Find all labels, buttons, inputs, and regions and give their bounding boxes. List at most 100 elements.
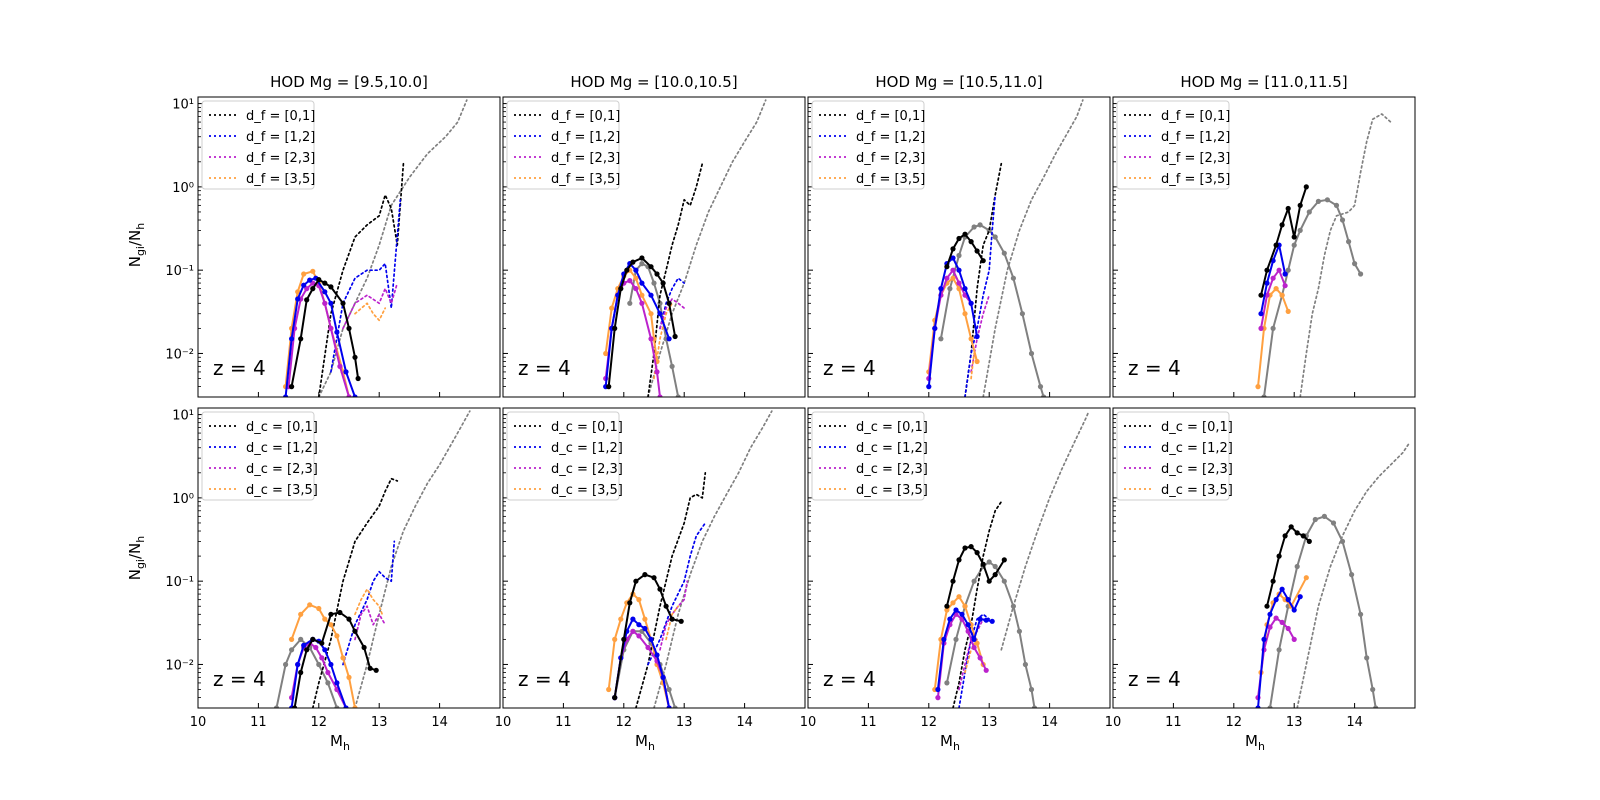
solid-series-3-point-0 [603,350,609,357]
ref-solid-point-13 [1358,271,1364,277]
solid-series-1-point-4 [950,255,956,261]
solid-series-0-point-0 [606,384,612,390]
solid-series-0-point-8 [352,628,358,634]
solid-series-3-point-3 [950,600,956,606]
solid-series-3-point-5 [633,275,639,281]
solid-series-0-point-4 [630,259,636,265]
dotted-series-3 [354,302,387,322]
solid-series-1-point-2 [938,286,944,292]
ref-solid-point-11 [1028,686,1035,693]
solid-series-1-point-2 [295,296,301,302]
solid-series-0 [1266,525,1311,608]
legend-label: d_f = [1,2] [246,130,315,145]
solid-series-3-point-4 [322,616,328,622]
solid-series-2-point-3 [1276,267,1282,273]
legend-label: d_f = [3,5] [856,172,925,187]
x-tick-label: 10 [1105,715,1122,730]
ref-solid-point-8 [675,394,681,397]
x-tick-label: 12 [616,715,633,730]
solid-series-2-point-2 [1267,624,1273,630]
solid-series-1-point-5 [633,267,639,273]
ref-solid-point-1 [1276,647,1282,653]
ref-dotted-line [1296,442,1410,708]
legend-label: d_f = [1,2] [1161,130,1230,145]
solid-series-2-point-4 [1279,619,1285,626]
solid-series-0-point-3 [962,545,968,551]
x-tick-label: 13 [981,715,998,730]
dotted-series-0 [317,162,405,397]
solid-series-2-point-2 [1270,275,1276,281]
ref-solid-point-8 [1001,250,1007,256]
solid-series-1-point-1 [932,325,938,331]
solid-series-1-point-1 [1261,636,1267,643]
solid-series-2-point-6 [1291,636,1297,643]
legend-label: d_c = [0,1] [1161,420,1233,435]
dotted-series-2 [354,605,387,641]
solid-series-1-point-7 [968,300,974,306]
solid-series-1-point-0 [935,686,941,693]
solid-series-3-point-0 [606,686,612,693]
ref-dotted-line [354,410,471,708]
legend: d_f = [0,1] d_f = [1,2] d_f = [2,3] d_f = [… [1116,100,1230,190]
ref-solid-point-0 [1267,705,1273,708]
legend-label: d_f = [1,2] [551,130,620,145]
solid-series-0-point-0 [292,705,298,708]
axes-frame [1112,407,1416,709]
solid-series-0-point-6 [337,609,343,616]
ref-solid-point-12 [1352,261,1358,267]
solid-series-1-point-9 [666,336,672,342]
solid-series-3-point-2 [295,289,301,295]
solid-series-0-point-8 [669,616,675,622]
solid-series-3-point-2 [618,616,624,622]
legend-label: d_f = [3,5] [551,172,620,187]
ref-solid-point-6 [325,680,331,686]
dotted-series-1 [647,522,707,666]
ref-solid-line [939,223,1045,397]
panel-title: HOD Mg = [10.0,10.5] [570,73,737,91]
solid-series-1-point-5 [965,622,971,628]
legend: d_f = [0,1] d_f = [1,2] d_f = [2,3] d_f = [… [811,100,925,190]
solid-series-2-point-4 [627,278,633,284]
solid-series-0-point-1 [1264,267,1270,273]
ref-dotted-line [653,410,773,708]
ref-dotted-line [982,99,1084,397]
ref-solid-point-5 [977,222,983,228]
axes-frame [197,407,501,709]
dotted-series-3 [354,588,384,616]
solid-series-2-point-6 [639,300,645,306]
ref-solid-point-12 [1370,686,1376,693]
ref-solid-point-5 [316,661,322,668]
solid-series-3-point-2 [307,602,313,608]
y-tick-label: 10¹ [172,409,194,424]
x-axis-label: Mh [940,732,960,753]
solid-series-1-point-1 [289,336,295,342]
x-tick-label: 14 [736,715,753,730]
ref-solid-point-13 [1041,394,1047,397]
ref-solid-point-6 [1321,513,1327,520]
legend: d_c = [0,1] d_c = [1,2] d_c = [2,3] d_c = [… [811,411,928,501]
solid-series-3-point-7 [968,336,974,342]
ref-solid-point-3 [298,636,304,643]
solid-series-1-point-7 [1297,594,1303,600]
dotted-series-0 [311,477,399,708]
solid-series-3-point-4 [310,268,316,274]
ref-solid-point-0 [273,705,280,708]
ref-solid-point-10 [1339,217,1346,223]
plot-area [603,99,767,397]
panel-1: HOD Mg = [9.5,10.0] 10⁻² 10⁻¹ 10⁰ 10¹ z = 4 d_… [165,73,501,398]
plot-area [606,410,773,708]
solid-series-2-point-8 [654,369,660,375]
solid-series-1-point-3 [953,607,959,613]
ref-solid-point-3 [1285,267,1291,273]
solid-series-1-point-4 [1279,586,1285,592]
solid-series-1-point-3 [1273,597,1279,603]
solid-series-1-point-1 [1264,280,1270,286]
x-tick-label: 11 [555,715,572,730]
solid-series-0-point-8 [660,280,666,286]
ref-solid-point-2 [639,261,645,267]
ref-solid-line [1263,198,1362,397]
solid-series-0-point-4 [968,544,974,550]
solid-series-0-point-4 [316,277,322,283]
solid-series-1-point-5 [1285,597,1291,603]
